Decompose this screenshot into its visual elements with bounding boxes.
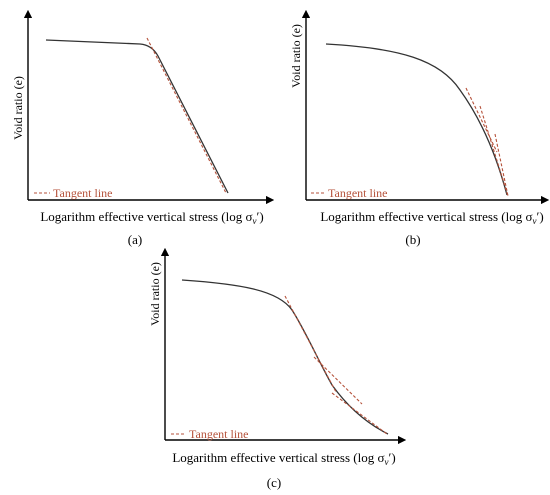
panel-a-x-axis-label-main: Logarithm effective vertical stress (log… xyxy=(40,209,252,224)
panel-b-compression-curve xyxy=(325,43,508,196)
panel-a: Void ratio (e) Tangent line Logarithm ef… xyxy=(11,9,275,247)
panel-b: Void ratio (e) Tangent line Logarithm ef… xyxy=(289,9,550,247)
panel-a-y-axis-label: Void ratio (e) xyxy=(11,76,25,140)
panel-b-x-axis-label: Logarithm effective vertical stress (log… xyxy=(320,209,543,226)
panel-c-y-axis-label: Void ratio (e) xyxy=(148,262,162,326)
panel-a-x-axis-label-sub: v xyxy=(252,216,256,226)
panel-b-caption: (b) xyxy=(405,232,420,247)
panel-b-tangent-line-3 xyxy=(494,133,509,197)
panel-b-x-axis-label-sub: v xyxy=(532,216,536,226)
panel-a-legend-label: Tangent line xyxy=(53,186,112,200)
panel-c-x-axis-label-main: Logarithm effective vertical stress (log… xyxy=(172,450,384,465)
panel-c-x-axis-label-sub: v xyxy=(384,457,388,467)
panel-b-x-axis-label-tail: ′) xyxy=(536,209,543,224)
panel-b-legend-label: Tangent line xyxy=(328,186,387,200)
panel-c-legend-label: Tangent line xyxy=(189,427,248,441)
panel-a-x-axis-label: Logarithm effective vertical stress (log… xyxy=(40,209,263,226)
panel-c-x-axis-label-tail: ′) xyxy=(388,450,395,465)
panel-b-tangent-line-1 xyxy=(465,87,498,153)
panel-c-caption: (c) xyxy=(267,475,281,490)
panel-a-x-axis-label-tail: ′) xyxy=(256,209,263,224)
panel-a-tangent-line xyxy=(146,37,227,194)
panel-b-x-axis-label-main: Logarithm effective vertical stress (log… xyxy=(320,209,532,224)
panel-a-caption: (a) xyxy=(128,232,142,247)
panel-c-x-axis-label: Logarithm effective vertical stress (log… xyxy=(172,450,395,467)
panel-c-tangent-line-2 xyxy=(313,356,363,405)
panel-c-tangent-line-1 xyxy=(284,295,337,393)
panel-b-y-axis-label: Void ratio (e) xyxy=(289,24,303,88)
panel-c-compression-curve xyxy=(181,279,389,435)
panel-b-tangent-line-2 xyxy=(479,105,509,197)
panel-a-compression-curve xyxy=(45,39,229,194)
panel-c: Void ratio (e) Tangent line Logarithm ef… xyxy=(148,247,407,490)
panel-c-tangent-line-3 xyxy=(331,392,388,435)
